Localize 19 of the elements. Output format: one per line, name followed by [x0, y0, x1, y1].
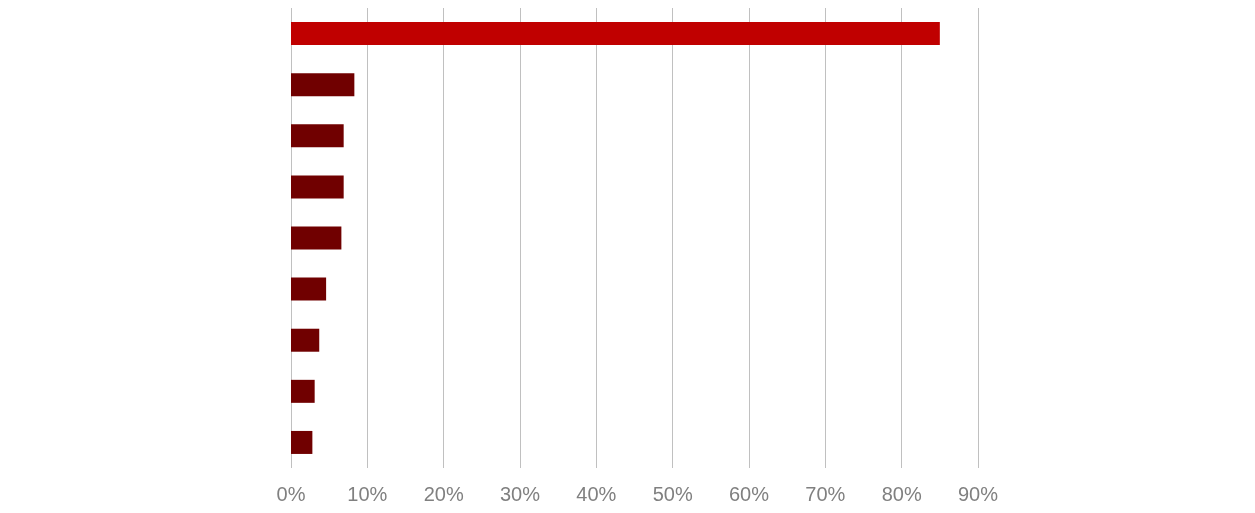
x-tick-label: 40%	[576, 483, 617, 505]
bar	[291, 226, 342, 250]
x-tick-label: 90%	[957, 483, 999, 505]
bar	[291, 22, 940, 46]
bar	[291, 379, 315, 403]
x-tick-label: 70%	[805, 483, 846, 505]
bar	[291, 328, 320, 352]
x-tick-label: 10%	[347, 483, 388, 505]
bar	[291, 175, 344, 199]
bar	[291, 73, 355, 97]
bar	[291, 124, 344, 148]
x-tick-label: 60%	[728, 483, 770, 505]
x-tick-label: 20%	[423, 483, 464, 505]
bar	[291, 430, 313, 454]
x-tick-label: 80%	[881, 483, 922, 505]
x-tick-label: 0%	[276, 483, 306, 505]
x-tick-label: 30%	[499, 483, 541, 505]
bar	[291, 277, 327, 301]
x-tick-label: 50%	[652, 483, 693, 505]
